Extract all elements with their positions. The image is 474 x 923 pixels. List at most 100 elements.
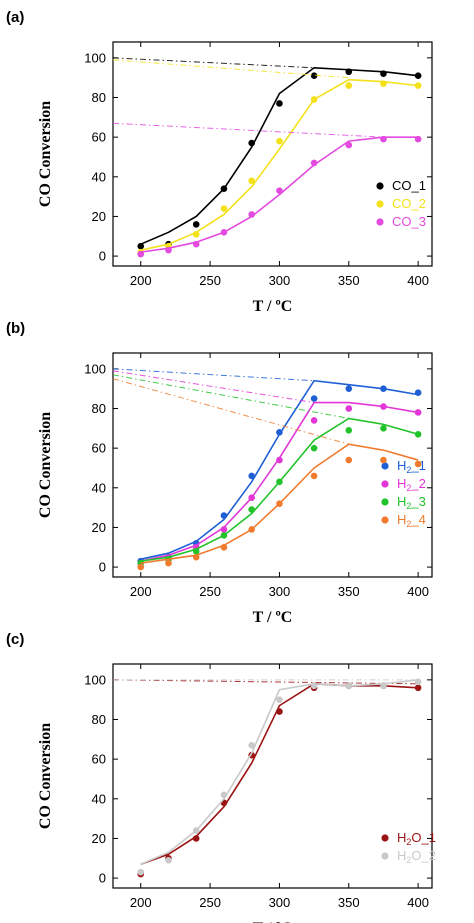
data-point xyxy=(220,205,228,212)
data-point xyxy=(380,403,387,410)
legend-label-sub: 2 xyxy=(406,501,411,511)
data-point xyxy=(414,684,422,692)
data-point xyxy=(414,678,422,686)
data-point xyxy=(380,385,387,392)
legend-label-sub: 2 xyxy=(406,519,411,529)
x-tick-label: 400 xyxy=(407,584,429,599)
data-point xyxy=(192,827,200,834)
fit-line xyxy=(140,417,419,562)
data-point xyxy=(414,72,422,79)
x-tick-label: 200 xyxy=(130,584,152,599)
legend-marker xyxy=(381,462,389,470)
data-point xyxy=(137,242,145,250)
legend-label: CO_2 xyxy=(392,196,426,211)
data-point xyxy=(345,456,353,464)
data-point xyxy=(345,405,353,412)
legend-label-main: CO_3 xyxy=(392,214,426,229)
legend-label-main: CO_1 xyxy=(392,178,426,193)
y-tick-label: 20 xyxy=(92,520,106,535)
y-tick-label: 60 xyxy=(92,130,106,145)
data-point xyxy=(345,427,353,434)
panel-a: (a) 200 250 300 350 400 0 20 40 60 80 100 T / ºC CO C… xyxy=(6,9,433,315)
data-point xyxy=(248,526,255,533)
legend-label-sub: 2 xyxy=(406,837,411,847)
y-tick-label: 40 xyxy=(92,169,106,184)
data-point xyxy=(192,547,200,555)
data-point xyxy=(276,500,283,507)
x-tick-label: 200 xyxy=(130,895,152,910)
legend-label-tail: _4 xyxy=(410,512,425,527)
equilibrium-line xyxy=(112,679,419,685)
x-tick-label: 400 xyxy=(407,895,429,910)
data-point xyxy=(248,494,255,502)
data-point xyxy=(248,177,255,185)
data-point xyxy=(220,526,228,533)
series-H2_2: H2_2 xyxy=(112,370,426,567)
legend-label: CO_3 xyxy=(392,214,426,229)
data-point xyxy=(310,72,318,79)
panel-label: (c) xyxy=(6,631,24,648)
data-point xyxy=(248,741,255,749)
y-axis-title: CO Conversion xyxy=(37,412,54,518)
y-tick-label: 0 xyxy=(99,560,106,575)
x-tick-label: 350 xyxy=(338,895,360,910)
data-point xyxy=(165,856,172,864)
data-point xyxy=(192,553,200,561)
fit-line xyxy=(140,66,419,245)
data-point xyxy=(276,100,283,107)
data-point xyxy=(137,868,145,876)
data-point xyxy=(380,425,387,432)
legend-label-sub: 2 xyxy=(406,465,411,475)
data-point xyxy=(276,478,283,486)
data-point xyxy=(345,68,353,76)
x-tick-label: 250 xyxy=(199,895,221,910)
data-point xyxy=(276,696,283,703)
legend-label: H2O_1 xyxy=(397,830,436,847)
data-point xyxy=(220,229,228,236)
data-point xyxy=(137,563,145,571)
y-tick-label: 40 xyxy=(92,791,106,806)
equilibrium-line xyxy=(112,368,315,382)
y-tick-label: 100 xyxy=(84,50,106,65)
legend-label: H2_1 xyxy=(397,458,426,475)
legend-label: H2_3 xyxy=(397,494,426,511)
x-tick-label: 300 xyxy=(269,273,291,288)
data-point xyxy=(310,472,318,480)
data-point xyxy=(380,70,387,78)
fit-line xyxy=(140,379,419,560)
y-axis-title: CO Conversion xyxy=(37,101,54,207)
x-axis-title: T / ºC xyxy=(253,920,293,923)
data-point xyxy=(220,543,228,551)
x-tick-label: 300 xyxy=(269,895,291,910)
data-point xyxy=(414,135,422,143)
legend-label-main: H xyxy=(397,512,406,527)
fit-line xyxy=(140,443,419,564)
y-tick-label: 40 xyxy=(92,480,106,495)
data-point xyxy=(248,472,255,480)
legend-label-sub: 2 xyxy=(406,483,411,493)
panel-b: (b) 200 250 300 350 400 0 20 40 60 80 100 T / ºC CO C… xyxy=(6,320,433,626)
data-point xyxy=(276,456,283,464)
data-point xyxy=(380,135,387,143)
data-point xyxy=(345,82,353,89)
x-tick-label: 350 xyxy=(338,584,360,599)
data-point xyxy=(310,159,318,167)
x-tick-label: 250 xyxy=(199,273,221,288)
legend-label: H2_2 xyxy=(397,476,426,493)
data-point xyxy=(345,385,353,392)
data-point xyxy=(248,139,255,147)
data-point xyxy=(192,221,200,228)
panel-label: (a) xyxy=(6,9,24,26)
series-H2_3: H2_3 xyxy=(112,374,426,567)
data-point xyxy=(276,428,283,436)
data-point xyxy=(192,835,200,842)
legend-label-main: H xyxy=(397,476,406,491)
data-point xyxy=(220,532,228,539)
legend-label: CO_1 xyxy=(392,178,426,193)
legend-marker xyxy=(376,218,384,226)
legend-label-tail: _2 xyxy=(410,476,425,491)
panel-c: (c) 200 250 300 350 400 0 20 40 60 80 100 T / ºC CO C… xyxy=(6,631,436,923)
y-tick-label: 80 xyxy=(92,401,106,416)
x-axis-title: T / ºC xyxy=(253,609,293,626)
y-tick-label: 100 xyxy=(84,361,106,376)
